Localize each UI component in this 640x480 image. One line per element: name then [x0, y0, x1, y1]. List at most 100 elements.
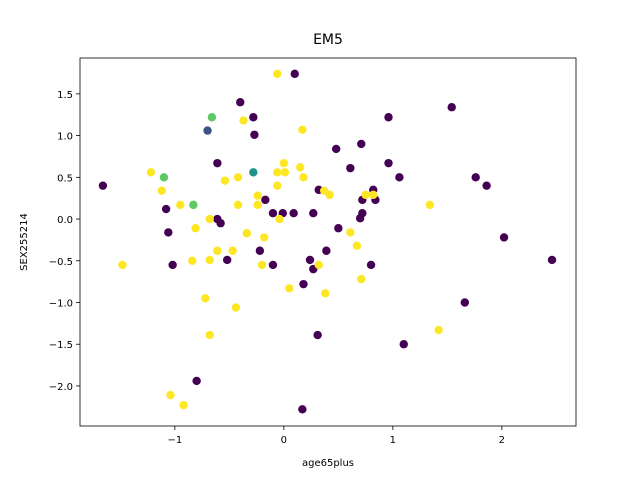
point — [213, 246, 222, 255]
y-axis-label: SEX255214 — [19, 213, 30, 271]
y-tick-label: −2.0 — [49, 382, 73, 393]
point — [261, 195, 270, 205]
chart-title: EM5 — [313, 32, 343, 48]
point — [220, 176, 230, 185]
point — [369, 190, 378, 200]
point — [253, 200, 262, 210]
point — [216, 219, 225, 228]
y-tick-label: 1.0 — [57, 132, 73, 143]
point — [434, 325, 443, 335]
point — [321, 289, 330, 298]
point — [355, 214, 365, 223]
point — [257, 260, 267, 270]
y-tick-label: 0.5 — [57, 173, 73, 184]
point — [314, 260, 323, 270]
point — [313, 330, 322, 340]
point — [146, 168, 156, 177]
point — [352, 241, 362, 250]
point — [249, 113, 258, 122]
point — [289, 209, 298, 218]
point — [357, 139, 366, 149]
point — [253, 191, 262, 200]
point — [384, 158, 393, 168]
y-tick-label: −0.5 — [49, 257, 73, 268]
point — [205, 255, 214, 265]
point — [233, 173, 243, 182]
point — [425, 200, 435, 210]
point — [249, 168, 258, 177]
point — [228, 246, 237, 255]
point — [250, 130, 259, 139]
x-axis-label: age65plus — [302, 458, 354, 469]
point — [482, 181, 491, 190]
x-tick-label: 2 — [499, 435, 505, 446]
point — [179, 400, 188, 410]
point — [168, 260, 177, 270]
point — [384, 113, 393, 122]
point — [268, 260, 278, 270]
point — [268, 209, 278, 218]
point — [161, 204, 171, 214]
point — [159, 173, 169, 182]
point — [399, 340, 408, 349]
point — [357, 274, 366, 284]
point — [222, 255, 232, 265]
point — [207, 113, 217, 122]
point — [334, 224, 343, 233]
point — [325, 190, 334, 200]
axes-frame — [79, 57, 577, 427]
point — [98, 181, 108, 190]
point — [260, 233, 269, 242]
y-tick-label: −1.0 — [49, 298, 73, 309]
point — [255, 246, 265, 255]
point — [305, 255, 315, 265]
plot-area — [98, 69, 557, 414]
point — [499, 233, 509, 242]
point — [471, 173, 480, 182]
point — [213, 158, 222, 168]
y-tick-label: 0.0 — [57, 215, 73, 226]
point — [239, 116, 248, 125]
point — [273, 69, 282, 79]
point — [447, 103, 456, 112]
point — [299, 279, 308, 289]
point — [157, 186, 166, 195]
point — [395, 173, 404, 182]
point — [231, 303, 241, 312]
x-tick-label: −1 — [167, 435, 182, 446]
point — [280, 168, 290, 177]
point — [166, 390, 175, 400]
point — [164, 228, 173, 237]
x-tick-label: 1 — [390, 435, 396, 446]
point — [236, 98, 245, 107]
point — [205, 214, 214, 224]
point — [176, 200, 185, 210]
point — [233, 200, 243, 210]
point — [285, 284, 294, 293]
point — [201, 294, 210, 303]
point — [188, 256, 197, 265]
point — [205, 330, 214, 340]
point — [203, 126, 212, 135]
point — [296, 163, 305, 172]
point — [189, 200, 198, 210]
point — [242, 229, 251, 238]
point — [298, 125, 307, 134]
point — [361, 190, 370, 200]
y-tick-label: −1.5 — [49, 340, 73, 351]
point — [279, 158, 289, 168]
point — [322, 246, 331, 255]
point — [290, 69, 299, 79]
point — [275, 214, 284, 224]
point — [366, 260, 376, 270]
point — [298, 405, 307, 414]
point — [309, 209, 318, 218]
point — [192, 376, 201, 386]
point — [299, 173, 308, 182]
point — [346, 163, 355, 173]
point — [331, 144, 341, 154]
x-tick-label: 0 — [281, 435, 287, 446]
